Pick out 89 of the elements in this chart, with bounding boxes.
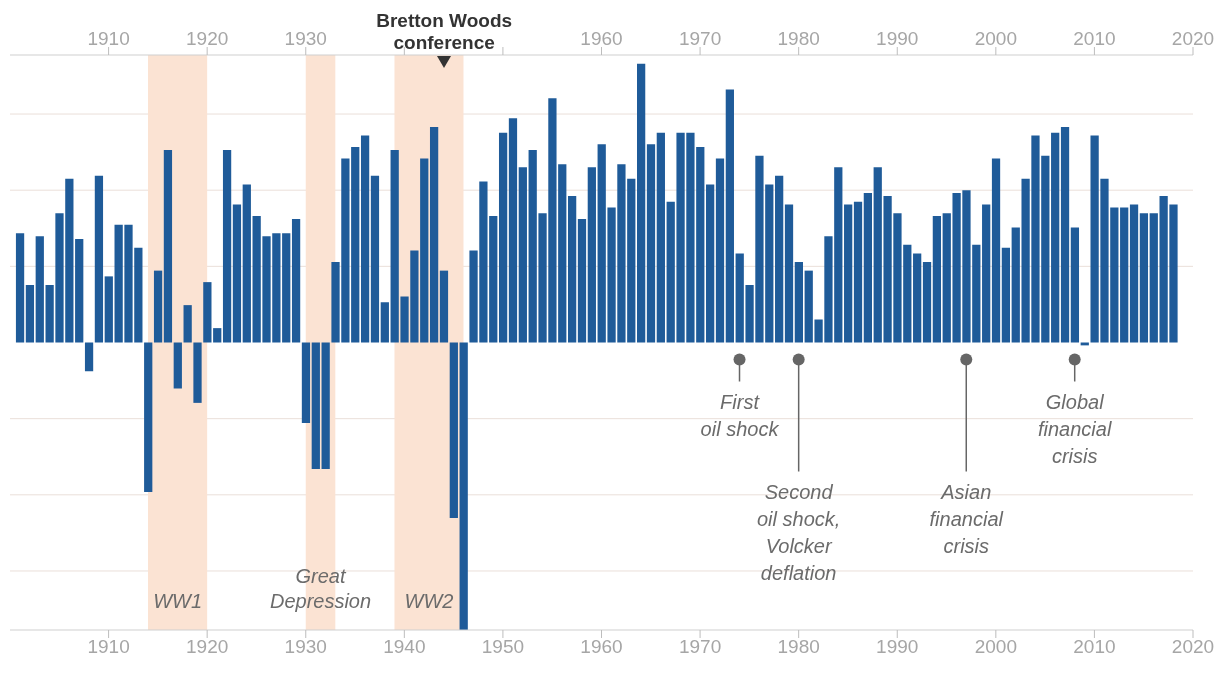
bar <box>913 253 922 343</box>
x-tick-label: 2010 <box>1073 636 1116 658</box>
bar <box>863 193 872 343</box>
bar <box>15 233 25 343</box>
bar <box>498 132 508 343</box>
x2-tick-label: 1990 <box>876 28 919 49</box>
bar <box>1129 204 1139 343</box>
bar <box>232 204 242 343</box>
bar <box>144 342 153 492</box>
x-tick-label: 1920 <box>186 636 229 658</box>
bar <box>94 175 104 343</box>
annotation: Global financial crisis <box>1038 390 1112 467</box>
x2-tick-label: 1970 <box>678 28 722 49</box>
x2-tick-label: 1980 <box>777 28 820 49</box>
bar <box>784 204 794 343</box>
bar <box>173 342 182 389</box>
bar <box>449 342 458 518</box>
bar <box>370 175 380 343</box>
x2-tick-label: 2020 <box>1171 28 1215 49</box>
text: Bretton Woods conference <box>376 10 513 53</box>
bar <box>706 184 715 343</box>
bar <box>775 175 784 343</box>
bar <box>568 195 577 343</box>
bar <box>982 204 991 343</box>
bar <box>321 342 330 469</box>
bar <box>439 270 449 343</box>
bar <box>360 135 370 343</box>
bar <box>518 167 527 343</box>
bar <box>153 270 163 343</box>
bar <box>853 201 863 343</box>
bar <box>301 342 311 423</box>
bar <box>104 276 113 343</box>
bar <box>203 282 212 343</box>
bar <box>213 328 222 343</box>
bar <box>459 342 468 630</box>
band-label: WW2 <box>404 590 454 612</box>
bar <box>922 262 932 343</box>
bar <box>193 342 202 403</box>
bar <box>725 89 734 343</box>
x-tick-label: 1990 <box>876 636 919 658</box>
bar <box>429 126 439 343</box>
bar <box>242 184 251 343</box>
bar <box>1139 213 1149 343</box>
x-tick-label: 1950 <box>481 636 525 658</box>
annotation: First oil shock <box>700 390 780 440</box>
bar <box>84 342 94 372</box>
x2-tick-label: 1910 <box>87 28 130 49</box>
bar <box>932 216 942 343</box>
bar <box>587 167 596 343</box>
bar <box>637 63 646 343</box>
bar <box>508 118 518 343</box>
x-tick-label: 1940 <box>383 636 426 658</box>
bar <box>1060 126 1070 343</box>
band-label: Great Depression <box>269 565 372 612</box>
x-tick-label: 1910 <box>87 636 130 658</box>
bar <box>1051 132 1060 343</box>
x-tick-label: 1980 <box>777 636 820 658</box>
x-tick-label: 1970 <box>678 636 722 658</box>
bar <box>291 218 301 343</box>
x2-tick-label: 1920 <box>186 28 229 49</box>
x-tick-label: 1960 <box>580 636 623 658</box>
x2-tick-label: 1930 <box>284 28 327 49</box>
bar <box>656 132 665 343</box>
bar <box>222 149 232 343</box>
bar <box>25 285 35 343</box>
x2-tick-label: 2000 <box>974 28 1017 49</box>
bar <box>1120 207 1129 343</box>
bar <box>1070 227 1080 343</box>
bar <box>646 144 656 343</box>
bar <box>844 204 853 343</box>
bar <box>163 149 173 343</box>
bar <box>794 262 803 343</box>
x-tick-label: 2020 <box>1171 636 1215 658</box>
bar <box>1001 247 1011 343</box>
bar <box>991 158 1001 343</box>
x-tick-label: 1930 <box>284 636 327 658</box>
band-label: WW1 <box>153 590 203 612</box>
x-tick-label: 2000 <box>974 636 1017 658</box>
bar <box>380 302 389 343</box>
bar <box>35 236 44 343</box>
bar <box>311 342 320 469</box>
bar <box>75 239 84 343</box>
bar <box>183 305 192 343</box>
bar <box>577 218 587 343</box>
annotation: Asian financial crisis <box>929 480 1004 557</box>
x2-tick-label: 2010 <box>1073 28 1116 49</box>
annotation: Second oil shock, Volcker deflation <box>756 480 841 584</box>
bar <box>715 158 725 343</box>
x2-tick-label: 1960 <box>580 28 623 49</box>
